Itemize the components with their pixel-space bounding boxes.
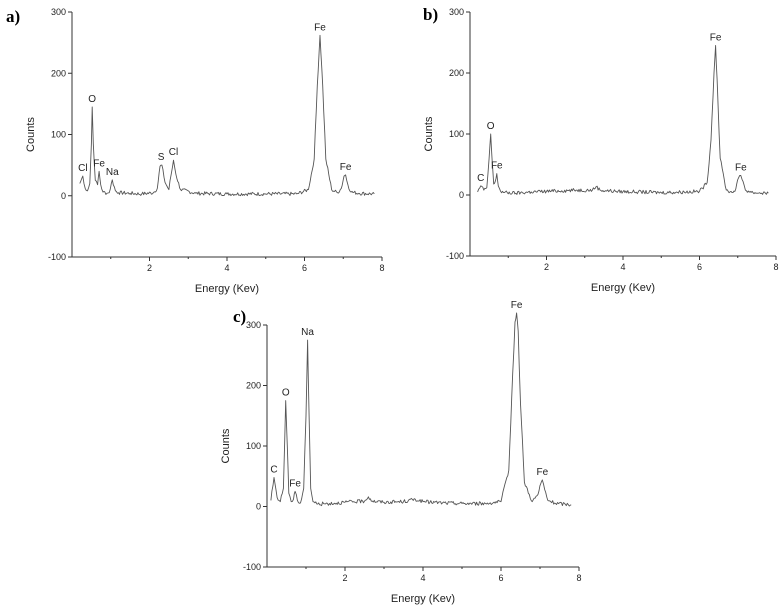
y-tick-label: 0: [459, 190, 464, 200]
y-tick-label: 200: [449, 68, 464, 78]
x-tick-label: 8: [379, 263, 384, 273]
x-tick-label: 4: [620, 262, 625, 272]
x-tick-label: 2: [147, 263, 152, 273]
peak-label: Cl: [169, 147, 178, 158]
peak-label: Fe: [537, 467, 549, 478]
panel-label: b): [423, 5, 438, 24]
y-tick-label: 100: [51, 130, 66, 140]
peak-label: Na: [106, 167, 119, 178]
spectrum-line: [270, 312, 572, 507]
x-axis-title: Energy (Kev): [195, 283, 259, 295]
peak-label: Fe: [314, 22, 326, 33]
y-tick-label: 0: [61, 191, 66, 201]
peak-label: Fe: [93, 158, 105, 169]
y-tick-label: 100: [449, 129, 464, 139]
y-tick-label: 100: [246, 441, 261, 451]
peak-label: Na: [301, 327, 314, 338]
peak-label: Fe: [511, 300, 523, 311]
peak-label: C: [477, 173, 484, 184]
x-tick-label: 8: [773, 262, 778, 272]
x-tick-label: 4: [420, 573, 425, 583]
y-tick-label: -100: [446, 251, 464, 261]
x-tick-label: 6: [697, 262, 702, 272]
panel-label: a): [6, 7, 20, 26]
x-tick-label: 4: [224, 263, 229, 273]
peak-label: Fe: [491, 161, 503, 172]
chart-0-group: a) -100 0 100 200 300 2 4 6 8 Energy (Kev) Counts Cl…: [6, 7, 385, 295]
y-tick-label: 200: [51, 68, 66, 78]
spectrum-line: [477, 45, 769, 195]
chart-1-group: b) -100 0 100 200 300 2 4 6 8 Energy (Kev) Counts C O…: [423, 5, 779, 294]
y-axis-title: Counts: [220, 428, 232, 463]
peak-label: O: [282, 388, 290, 399]
x-tick-label: 2: [342, 573, 347, 583]
peak-label: C: [270, 464, 277, 475]
x-axis-title: Energy (Kev): [391, 593, 455, 605]
peak-label: Fe: [735, 162, 747, 173]
y-axis-title: Counts: [25, 117, 37, 152]
spectrum-line: [79, 34, 375, 197]
peak-label: Fe: [710, 33, 722, 44]
y-tick-label: 0: [256, 502, 261, 512]
y-tick-label: 300: [51, 7, 66, 17]
x-tick-label: 2: [544, 262, 549, 272]
peak-label: S: [158, 152, 165, 163]
y-tick-label: 300: [449, 7, 464, 17]
peak-label: O: [487, 121, 495, 132]
x-tick-label: 8: [576, 573, 581, 583]
peak-label: O: [88, 94, 96, 105]
peak-label: Fe: [289, 478, 301, 489]
y-tick-label: 200: [246, 381, 261, 391]
chart-2-group: c) -100 0 100 200 300 2 4 6 8 Energy (Kev) Counts C O…: [220, 300, 582, 605]
y-tick-label: -100: [48, 252, 66, 262]
x-tick-label: 6: [498, 573, 503, 583]
y-tick-label: -100: [243, 562, 261, 572]
panel-label: c): [233, 307, 246, 326]
x-axis-title: Energy (Kev): [591, 282, 655, 294]
y-axis-title: Counts: [423, 116, 435, 151]
peak-label: Fe: [340, 162, 352, 173]
x-tick-label: 6: [302, 263, 307, 273]
y-tick-label: 300: [246, 320, 261, 330]
peak-label: Cl: [78, 163, 87, 174]
